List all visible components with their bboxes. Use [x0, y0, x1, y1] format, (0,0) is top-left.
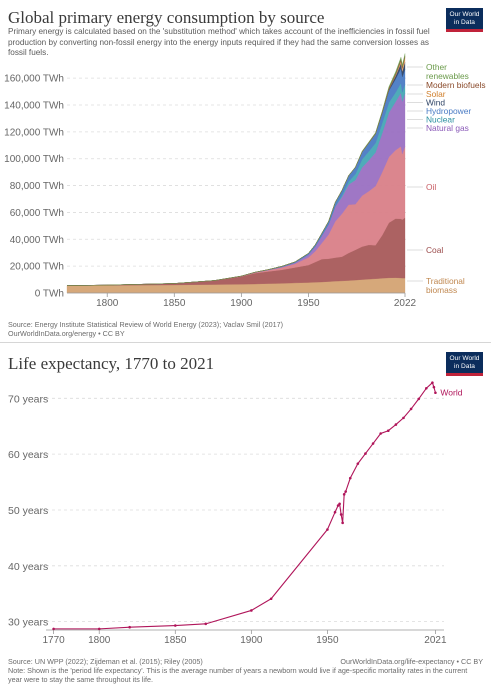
owid-logo: Our World in Data: [446, 8, 483, 32]
data-point: [394, 423, 398, 426]
y-tick-label: 80,000 TWh: [10, 181, 64, 192]
data-point: [341, 521, 344, 525]
energy-area-chart: 0 TWh 20,000 TWh 40,000 TWh 60,000 TWh 80,00…: [4, 53, 486, 309]
panel-divider: [0, 342, 491, 343]
y-tick-label: 60,000 TWh: [10, 208, 64, 219]
y-tick-label: 40 years: [8, 561, 48, 573]
x-tick-label: 1950: [316, 635, 339, 646]
chart-source: Source: Energy Institute Statistical Rev…: [8, 320, 283, 329]
data-point: [128, 625, 131, 629]
data-point: [425, 386, 428, 390]
logo-line-1: Our World: [449, 10, 480, 18]
legend-nuclear: Nuclear: [426, 115, 455, 125]
legend-hydropower: Hydropower: [426, 106, 471, 116]
data-point: [336, 504, 340, 507]
y-tick-label: 160,000 TWh: [4, 74, 64, 85]
x-tick-label: 1770: [42, 635, 65, 646]
x-tick-label: 1900: [240, 635, 263, 646]
data-point: [342, 493, 346, 496]
data-point: [356, 462, 360, 465]
y-tick-label: 120,000 TWh: [4, 127, 64, 138]
x-tick-label: 1850: [164, 635, 187, 646]
data-point: [204, 622, 208, 626]
y-tick-label: 100,000 TWh: [4, 154, 64, 165]
y-tick-label: 60 years: [8, 449, 48, 461]
owid-logo: Our World in Data: [446, 352, 483, 376]
series-line-world: [53, 382, 436, 630]
chart-title: Global primary energy consumption by sou…: [8, 8, 325, 27]
legend-other-renewables: Other: [426, 62, 447, 72]
chart-footer: OurWorldInData.org/life-expectancy • CC …: [340, 657, 483, 666]
legend-modern-biofuels: Modern biofuels: [426, 80, 486, 90]
x-tick-label: 1900: [230, 298, 253, 309]
legend-other-renewables: renewables: [426, 71, 469, 81]
legend-traditional-biomass: biomass: [426, 285, 457, 295]
y-tick-label: 0 TWh: [35, 289, 64, 300]
data-point: [371, 442, 375, 445]
series-label-world: World: [440, 388, 462, 398]
legend-oil: Oil: [426, 182, 436, 192]
x-tick-label: 1800: [88, 635, 111, 646]
x-tick-label: 1950: [297, 298, 320, 309]
data-point: [333, 510, 337, 514]
data-point: [348, 476, 352, 480]
logo-line-1: Our World: [449, 354, 480, 362]
chart-footer: OurWorldInData.org/energy • CC BY: [8, 329, 125, 338]
data-point: [434, 391, 437, 395]
legend-natural-gas: Natural gas: [426, 123, 469, 133]
data-point: [269, 597, 273, 601]
data-point: [326, 528, 329, 531]
data-point: [386, 429, 390, 433]
data-point: [338, 502, 341, 506]
legend-wind: Wind: [426, 98, 445, 108]
y-tick-label: 50 years: [8, 505, 48, 517]
data-point: [364, 452, 367, 455]
chart-note: Note: Shown is the 'period life expectan…: [8, 666, 468, 684]
x-tick-label: 2021: [424, 635, 447, 646]
y-tick-label: 140,000 TWh: [4, 101, 64, 112]
area-other-renewables: [66, 53, 406, 286]
data-point: [339, 513, 343, 516]
data-point: [97, 627, 101, 631]
y-tick-label: 40,000 TWh: [10, 235, 64, 246]
y-tick-label: 70 years: [8, 393, 48, 405]
x-tick-label: 1800: [96, 298, 119, 309]
logo-line-2: in Data: [454, 362, 475, 370]
energy-chart-panel: Global primary energy consumption by sou…: [0, 0, 491, 340]
data-point: [52, 627, 55, 631]
data-point: [431, 381, 434, 384]
chart-subtitle: Primary energy is calculated based on th…: [8, 27, 430, 57]
legend-solar: Solar: [426, 89, 446, 99]
data-point: [432, 385, 436, 389]
data-point: [344, 490, 347, 493]
x-tick-label: 2022: [394, 298, 417, 309]
data-point: [409, 407, 413, 411]
legend-coal: Coal: [426, 245, 443, 255]
data-point: [402, 416, 405, 420]
data-point: [417, 397, 421, 401]
logo-line-2: in Data: [454, 18, 475, 26]
chart-title: Life expectancy, 1770 to 2021: [8, 354, 215, 373]
x-tick-label: 1850: [163, 298, 186, 309]
data-point: [250, 609, 253, 612]
chart-source: Source: UN WPP (2022); Zijdeman et al. (…: [8, 657, 203, 666]
life-expectancy-panel: Life expectancy, 1770 to 2021 Our World …: [0, 346, 491, 692]
y-tick-label: 30 years: [8, 617, 48, 629]
data-point: [174, 624, 177, 627]
legend-traditional-biomass: Traditional: [426, 276, 465, 286]
y-tick-label: 20,000 TWh: [10, 262, 64, 273]
life-expectancy-line-chart: 30 years 40 years 50 years 60 years 70 years…: [8, 381, 463, 646]
data-point: [379, 432, 382, 435]
